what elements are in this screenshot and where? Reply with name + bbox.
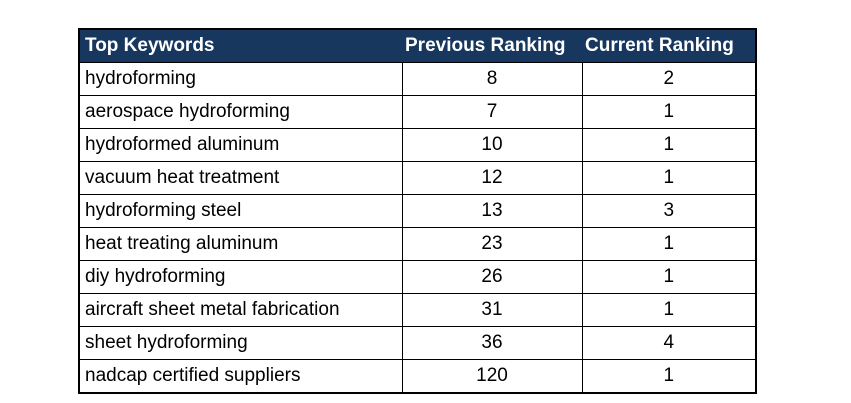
keyword-cell: hydroforming xyxy=(78,62,403,96)
current-ranking-cell: 1 xyxy=(581,260,757,294)
current-ranking-cell: 1 xyxy=(581,95,757,129)
keyword-cell: aerospace hydroforming xyxy=(78,95,403,129)
previous-ranking-cell: 120 xyxy=(401,359,583,394)
table-row: sheet hydroforming 36 4 xyxy=(78,326,757,360)
current-ranking-cell: 2 xyxy=(581,62,757,96)
previous-ranking-cell: 8 xyxy=(401,62,583,96)
table-row: aircraft sheet metal fabrication 31 1 xyxy=(78,293,757,327)
previous-ranking-cell: 10 xyxy=(401,128,583,162)
table-row: hydroforming 8 2 xyxy=(78,62,757,96)
previous-ranking-cell: 23 xyxy=(401,227,583,261)
current-ranking-cell: 1 xyxy=(581,227,757,261)
keyword-cell: hydroforming steel xyxy=(78,194,403,228)
current-ranking-cell: 1 xyxy=(581,128,757,162)
table-row: hydroforming steel 13 3 xyxy=(78,194,757,228)
current-ranking-cell: 4 xyxy=(581,326,757,360)
current-ranking-cell: 1 xyxy=(581,161,757,195)
table-row: nadcap certified suppliers 120 1 xyxy=(78,359,757,394)
current-ranking-cell: 3 xyxy=(581,194,757,228)
keyword-cell: nadcap certified suppliers xyxy=(78,359,403,394)
header-previous-ranking: Previous Ranking xyxy=(402,28,582,63)
keyword-cell: diy hydroforming xyxy=(78,260,403,294)
table-body: hydroforming 8 2 aerospace hydroforming … xyxy=(78,62,757,394)
table-row: diy hydroforming 26 1 xyxy=(78,260,757,294)
table-row: vacuum heat treatment 12 1 xyxy=(78,161,757,195)
keyword-ranking-table: Top Keywords Previous Ranking Current Ra… xyxy=(78,28,757,394)
header-top-keywords: Top Keywords xyxy=(78,28,402,63)
keyword-cell: sheet hydroforming xyxy=(78,326,403,360)
table-row: aerospace hydroforming 7 1 xyxy=(78,95,757,129)
keyword-ranking-table-container: Top Keywords Previous Ranking Current Ra… xyxy=(78,28,757,394)
table-row: hydroformed aluminum 10 1 xyxy=(78,128,757,162)
table-header: Top Keywords Previous Ranking Current Ra… xyxy=(78,28,757,63)
previous-ranking-cell: 7 xyxy=(401,95,583,129)
table-row: heat treating aluminum 23 1 xyxy=(78,227,757,261)
previous-ranking-cell: 31 xyxy=(401,293,583,327)
previous-ranking-cell: 26 xyxy=(401,260,583,294)
previous-ranking-cell: 13 xyxy=(401,194,583,228)
header-current-ranking: Current Ranking xyxy=(582,28,757,63)
keyword-cell: vacuum heat treatment xyxy=(78,161,403,195)
header-row: Top Keywords Previous Ranking Current Ra… xyxy=(78,28,757,63)
previous-ranking-cell: 12 xyxy=(401,161,583,195)
keyword-cell: aircraft sheet metal fabrication xyxy=(78,293,403,327)
previous-ranking-cell: 36 xyxy=(401,326,583,360)
keyword-cell: hydroformed aluminum xyxy=(78,128,403,162)
keyword-cell: heat treating aluminum xyxy=(78,227,403,261)
current-ranking-cell: 1 xyxy=(581,359,757,394)
current-ranking-cell: 1 xyxy=(581,293,757,327)
